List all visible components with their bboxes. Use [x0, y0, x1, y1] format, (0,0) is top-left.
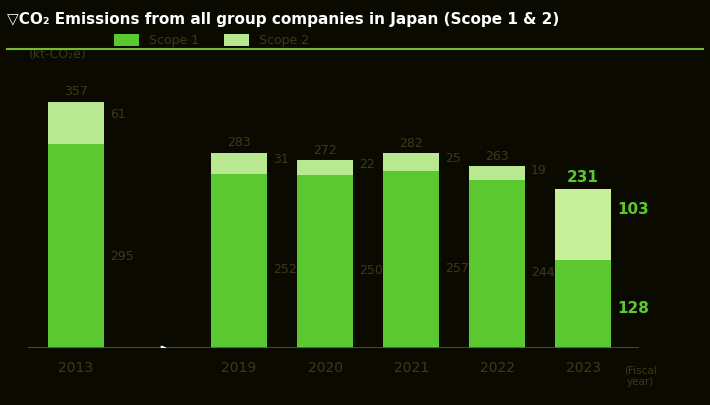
Bar — [211, 153, 267, 174]
Text: 22: 22 — [359, 158, 375, 171]
Bar — [297, 160, 353, 175]
Bar — [469, 166, 525, 179]
Text: 128: 128 — [617, 301, 649, 316]
Text: 357: 357 — [64, 85, 87, 98]
Text: 19: 19 — [531, 164, 547, 177]
Text: ▽CO₂ Emissions from all group companies in Japan (Scope 1 & 2): ▽CO₂ Emissions from all group companies … — [7, 12, 559, 27]
Text: 295: 295 — [109, 250, 133, 263]
Bar — [48, 102, 104, 144]
Text: 263: 263 — [486, 150, 509, 163]
Bar — [48, 144, 104, 348]
Bar — [383, 171, 439, 348]
Text: 231: 231 — [567, 170, 599, 185]
Legend: Scope 1, Scope 2: Scope 1, Scope 2 — [114, 34, 310, 47]
Bar — [555, 260, 611, 348]
Text: 25: 25 — [445, 152, 461, 165]
Text: (kt-CO₂e): (kt-CO₂e) — [28, 48, 86, 61]
Text: 252: 252 — [273, 263, 297, 276]
Text: 282: 282 — [399, 137, 423, 150]
Text: 257: 257 — [445, 262, 469, 275]
Bar — [297, 175, 353, 348]
Text: 103: 103 — [617, 202, 649, 217]
Text: 250: 250 — [359, 264, 383, 277]
Bar — [383, 153, 439, 171]
Text: 272: 272 — [313, 144, 337, 157]
Text: 61: 61 — [109, 108, 126, 121]
Text: 244: 244 — [531, 266, 555, 279]
Bar — [555, 189, 611, 260]
Bar — [469, 179, 525, 348]
Text: 31: 31 — [273, 153, 289, 166]
Text: 283: 283 — [227, 136, 251, 149]
Bar — [211, 174, 267, 348]
Text: (Fiscal
year): (Fiscal year) — [624, 366, 657, 387]
